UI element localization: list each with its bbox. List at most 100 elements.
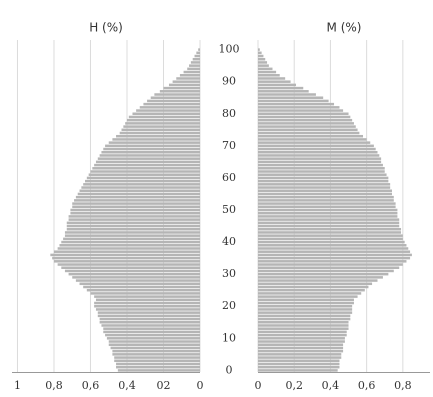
bar xyxy=(72,202,200,205)
bar xyxy=(90,292,200,295)
bar xyxy=(258,353,342,356)
bar xyxy=(258,173,387,176)
bar xyxy=(112,353,200,356)
bar xyxy=(72,205,200,209)
bar xyxy=(94,163,200,167)
bar xyxy=(258,83,297,87)
bar xyxy=(258,301,354,305)
bar xyxy=(194,54,200,58)
bar xyxy=(75,279,200,282)
bar xyxy=(99,154,200,157)
bar xyxy=(132,112,200,116)
bar xyxy=(128,115,200,119)
bar xyxy=(258,288,365,292)
bar xyxy=(258,74,280,77)
bar xyxy=(258,151,378,154)
bar xyxy=(258,333,347,337)
y-tick-label: 70 xyxy=(222,139,236,152)
bar xyxy=(97,314,200,318)
bar xyxy=(97,157,200,160)
bar xyxy=(258,359,340,363)
bar xyxy=(179,74,200,77)
bar xyxy=(97,311,200,314)
bar xyxy=(108,343,200,346)
x-tick-label: 0,8 xyxy=(394,379,412,392)
bar xyxy=(119,131,200,135)
bar xyxy=(258,292,362,295)
y-tick-label: 30 xyxy=(222,267,236,280)
x-tick-label: 0 xyxy=(197,379,204,392)
bar xyxy=(95,298,200,302)
bar xyxy=(258,51,262,55)
bar xyxy=(192,57,200,61)
bar xyxy=(258,93,316,96)
bar xyxy=(95,308,200,311)
bar xyxy=(86,288,200,292)
bar xyxy=(258,70,277,74)
bar xyxy=(159,90,200,93)
bar xyxy=(258,154,380,157)
bar xyxy=(258,90,309,93)
x-tick-label: 0,4 xyxy=(322,379,340,392)
bar xyxy=(258,189,392,193)
bar xyxy=(68,215,201,218)
bar xyxy=(258,141,371,144)
bar xyxy=(258,160,382,164)
y-tick-label: 0 xyxy=(226,363,233,376)
bar xyxy=(116,365,200,369)
bar xyxy=(258,115,351,119)
bar xyxy=(114,356,200,359)
bar xyxy=(123,125,200,128)
bar xyxy=(258,202,396,205)
bar xyxy=(258,356,342,359)
bar xyxy=(116,134,200,138)
bar xyxy=(258,48,260,51)
bar xyxy=(143,102,200,106)
bar xyxy=(258,365,340,369)
bar xyxy=(106,337,200,340)
bar xyxy=(258,57,266,61)
bar xyxy=(66,227,200,231)
bar xyxy=(90,170,200,173)
bar xyxy=(52,256,201,260)
bar xyxy=(258,340,345,343)
panel-title: M (%) xyxy=(327,21,362,35)
bar xyxy=(189,64,200,67)
x-tick-label: 0,6 xyxy=(82,379,100,392)
bar xyxy=(136,109,200,112)
bar xyxy=(117,369,200,372)
panel-title: H (%) xyxy=(89,21,123,35)
bar xyxy=(258,61,268,64)
bar xyxy=(258,199,394,202)
bar xyxy=(258,308,353,311)
bar xyxy=(94,295,200,298)
x-tick-label: 0,8 xyxy=(45,379,63,392)
y-tick-label: 100 xyxy=(219,43,240,56)
bar xyxy=(112,138,200,141)
bar xyxy=(77,192,200,196)
bar xyxy=(258,285,369,289)
bar xyxy=(258,215,398,218)
bar xyxy=(66,221,200,225)
bar xyxy=(258,349,344,353)
bar xyxy=(258,195,394,199)
bar xyxy=(258,147,376,151)
bar xyxy=(258,109,344,112)
bar xyxy=(68,272,201,276)
bar xyxy=(95,160,200,164)
bar xyxy=(258,77,286,80)
bar xyxy=(258,250,411,253)
bar xyxy=(258,54,264,58)
bar xyxy=(258,64,269,67)
y-tick-label: 10 xyxy=(222,331,236,344)
bar xyxy=(66,224,200,228)
y-tick-label: 40 xyxy=(222,235,236,248)
bar xyxy=(53,250,200,253)
bar xyxy=(258,272,389,276)
bar xyxy=(258,131,360,135)
bar xyxy=(258,138,367,141)
bar xyxy=(258,327,349,330)
bar xyxy=(103,327,200,330)
bar xyxy=(112,349,200,353)
bar xyxy=(258,221,400,225)
